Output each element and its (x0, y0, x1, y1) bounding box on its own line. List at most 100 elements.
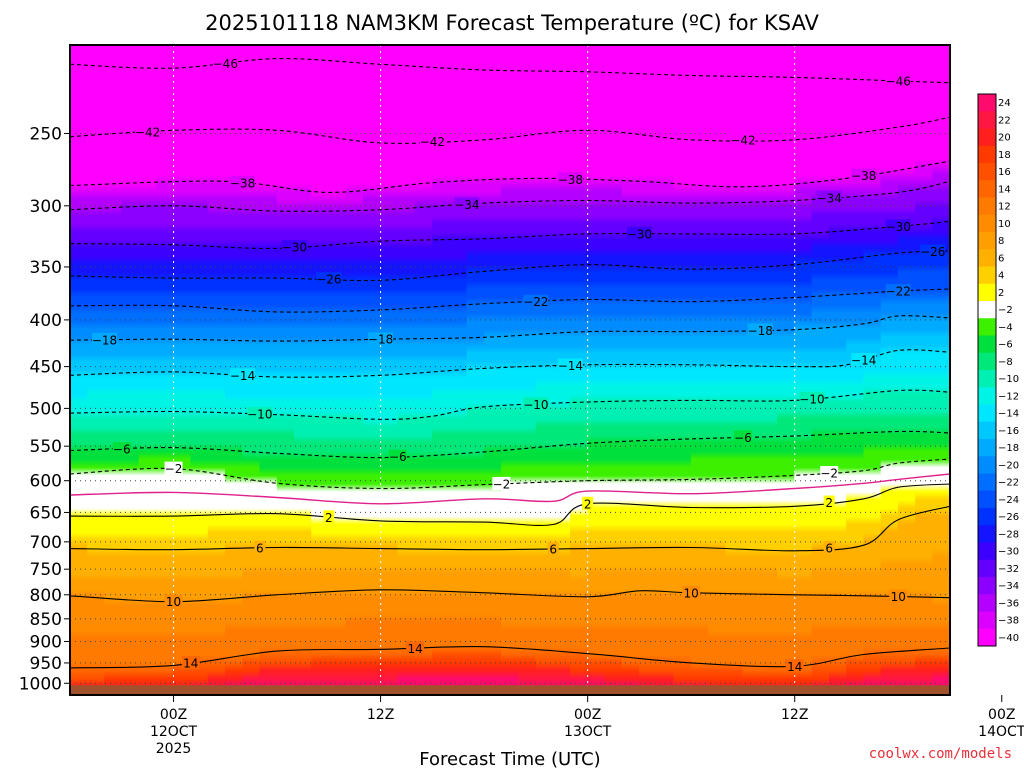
y-tick-label: 600 (30, 472, 62, 492)
contour-label-bg (316, 272, 342, 286)
y-tick-label: 250 (30, 124, 62, 144)
contour-label-bg (135, 124, 161, 138)
contour-line (70, 180, 950, 212)
contour-label: −26 (316, 273, 341, 287)
temperature-column (483, 45, 502, 695)
temperature-column (432, 45, 450, 695)
colorbar-label: −28 (998, 529, 1019, 540)
contour-label-bg (851, 168, 877, 182)
colorbar-label: −30 (998, 547, 1019, 558)
colorbar-label: −2 (998, 305, 1013, 316)
y-tick-label: 500 (30, 399, 62, 419)
colorbar-swatch (978, 404, 996, 423)
temperature-column (794, 45, 813, 695)
colorbar-swatch (978, 128, 996, 147)
contour-label-bg (682, 585, 701, 599)
y-tick-label: 750 (30, 560, 62, 580)
contour-label-bg (230, 368, 256, 382)
colorbar-swatch (978, 387, 996, 405)
contour-label-bg (557, 172, 583, 186)
contour-label: 6 (825, 542, 833, 556)
contour-label: −6 (389, 450, 407, 464)
y-tick-label: 800 (30, 586, 62, 606)
x-tick-label: 00Z (988, 707, 1015, 723)
colorbar-label: −38 (998, 616, 1019, 627)
contour-label-bg (454, 197, 480, 211)
contour-label: −34 (817, 191, 842, 205)
contour-label: −42 (420, 135, 445, 149)
contour-label-bg (557, 358, 583, 372)
colorbar-label: 2 (998, 288, 1004, 299)
contour-label-bg (820, 466, 839, 480)
colorbar-swatch (978, 283, 996, 302)
contour-line (70, 250, 950, 282)
colorbar-label: 6 (998, 253, 1004, 264)
y-tick-label: 900 (30, 632, 62, 652)
contour-label-bg (164, 461, 183, 475)
contour-label: −30 (627, 227, 652, 241)
temperature-column (276, 45, 295, 695)
colorbar-swatch (978, 473, 996, 492)
temperature-column (104, 45, 123, 695)
contour-label-bg (747, 323, 773, 337)
temperature-column (397, 45, 416, 695)
contour-label-bg (851, 353, 877, 367)
temperature-column (70, 45, 88, 695)
colorbar-swatch (978, 456, 996, 474)
x-tick-label: 14OCT (978, 724, 1024, 740)
contour-line (70, 430, 950, 459)
contour-label-bg (323, 510, 335, 524)
contour-label: −10 (523, 398, 548, 412)
x-tick-label: 2025 (156, 741, 192, 757)
y-tick-label: 850 (30, 610, 62, 630)
colorbar-swatch (978, 628, 996, 647)
contour-label: −46 (886, 74, 911, 88)
contour-label-bg (164, 594, 183, 608)
temperature-column (259, 45, 278, 695)
y-tick-label: 300 (30, 197, 62, 217)
y-tick-label: 550 (30, 437, 62, 457)
temperature-column (311, 45, 330, 695)
contour-line (70, 646, 950, 669)
colorbar-swatch (978, 508, 996, 526)
contour-label-bg (368, 332, 394, 346)
contour-label: 2 (584, 497, 592, 511)
y-axis: 2503003504004505005506006507007508008509… (19, 124, 70, 694)
colorbar-label: −16 (998, 426, 1019, 437)
contour-label-bg (885, 284, 911, 298)
colorbar-label: −18 (998, 443, 1019, 454)
colorbar-label: −40 (998, 633, 1019, 644)
contour-label-bg (582, 496, 594, 510)
contour-label: 14 (787, 660, 802, 674)
colorbar-label: −8 (998, 357, 1013, 368)
contour-label-bg (406, 641, 425, 655)
contour-label: −2 (493, 477, 511, 491)
contour-label: −38 (558, 173, 583, 187)
contour-label-bg (112, 442, 131, 456)
colorbar-swatch (978, 525, 996, 543)
temperature-column (742, 45, 761, 695)
temperature-column (294, 45, 312, 695)
temperature-column (656, 45, 675, 695)
contour-label: −22 (523, 295, 548, 309)
temperature-column (518, 45, 537, 695)
plot-frame (69, 44, 951, 696)
contour-line (70, 160, 950, 193)
ground-surface (70, 685, 950, 695)
temperature-column (121, 45, 140, 695)
temperature-column (501, 45, 519, 695)
contour-label-bg (419, 134, 445, 148)
contour-label-bg (799, 391, 825, 405)
colorbar-swatch (978, 335, 996, 354)
contour-label: 14 (183, 657, 198, 671)
colorbar-label: −10 (998, 374, 1019, 385)
colorbar-swatch (978, 214, 996, 233)
contour-label-bg (281, 240, 307, 254)
colorbar-label: 10 (998, 219, 1011, 230)
contour-label-bg (523, 294, 549, 308)
colorbar-label: 8 (998, 236, 1004, 247)
x-tick-label: 12Z (367, 707, 394, 723)
temperature-column (621, 45, 640, 695)
x-tick-label: 00Z (574, 707, 601, 723)
